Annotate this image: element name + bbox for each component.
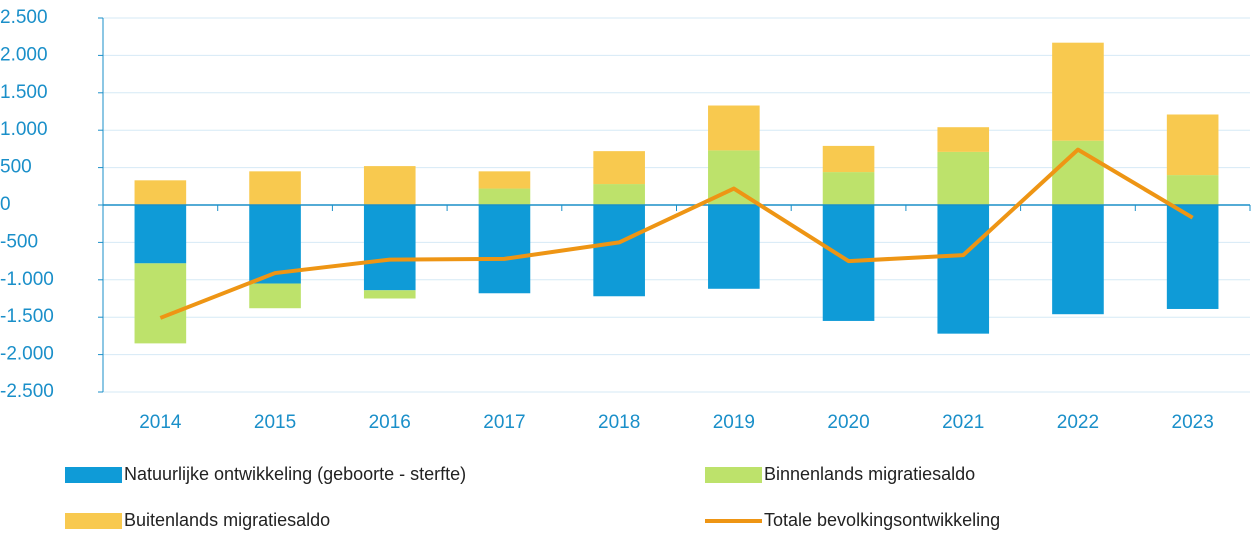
x-tick-label: 2015 xyxy=(254,412,296,433)
y-tick-label: 2.000 xyxy=(0,44,48,65)
bar xyxy=(134,205,187,264)
bar xyxy=(937,127,990,152)
bar xyxy=(593,184,645,205)
bar xyxy=(478,205,531,294)
bar xyxy=(1052,42,1104,141)
y-tick-label: 1.000 xyxy=(0,119,48,140)
y-tick-label: -500 xyxy=(0,231,38,252)
bar xyxy=(134,263,187,344)
x-tick-label: 2018 xyxy=(598,412,640,433)
legend-label: Buitenlands migratiesaldo xyxy=(124,510,330,530)
x-tick-label: 2023 xyxy=(1172,412,1214,433)
bar xyxy=(708,205,760,289)
line xyxy=(159,147,1194,320)
legend-swatch xyxy=(65,467,122,483)
bar xyxy=(1052,205,1104,315)
bar xyxy=(134,180,187,205)
x-tick-label: 2017 xyxy=(483,412,525,433)
bar xyxy=(937,151,990,205)
x-tick-label: 2022 xyxy=(1057,412,1099,433)
y-tick-label: 500 xyxy=(0,157,32,178)
bar xyxy=(822,172,875,205)
legend-label: Natuurlijke ontwikkeling (geboorte - ste… xyxy=(124,464,466,484)
bar xyxy=(1166,175,1219,205)
bar xyxy=(478,171,531,189)
bar xyxy=(363,205,416,291)
x-tick-label: 2020 xyxy=(827,412,869,433)
x-tick-label: 2019 xyxy=(713,412,755,433)
bar xyxy=(478,188,531,205)
bar xyxy=(937,205,990,334)
y-tick-label: -2.000 xyxy=(0,344,54,365)
bar xyxy=(1166,205,1219,309)
bar xyxy=(1166,114,1219,176)
y-tick-label: 2.500 xyxy=(0,7,48,28)
y-tick-label: -2.500 xyxy=(0,381,54,402)
x-tick-label: 2016 xyxy=(369,412,411,433)
bar xyxy=(593,151,645,185)
legend-label: Binnenlands migratiesaldo xyxy=(764,464,975,484)
bar xyxy=(249,283,301,309)
legend-swatch xyxy=(705,467,762,483)
bar xyxy=(708,105,760,151)
bar xyxy=(822,145,875,173)
bar xyxy=(593,205,645,297)
x-tick-label: 2021 xyxy=(942,412,984,433)
bar xyxy=(363,290,416,299)
bar xyxy=(249,171,301,205)
bar xyxy=(363,166,416,205)
legend-swatch xyxy=(65,513,122,529)
y-tick-label: 0 xyxy=(0,194,11,215)
y-tick-label: 1.500 xyxy=(0,82,48,103)
legend-label: Totale bevolkingsontwikkeling xyxy=(764,510,1000,530)
y-tick-label: -1.000 xyxy=(0,269,54,290)
x-tick-label: 2014 xyxy=(139,412,182,433)
y-tick-label: -1.500 xyxy=(0,306,54,327)
